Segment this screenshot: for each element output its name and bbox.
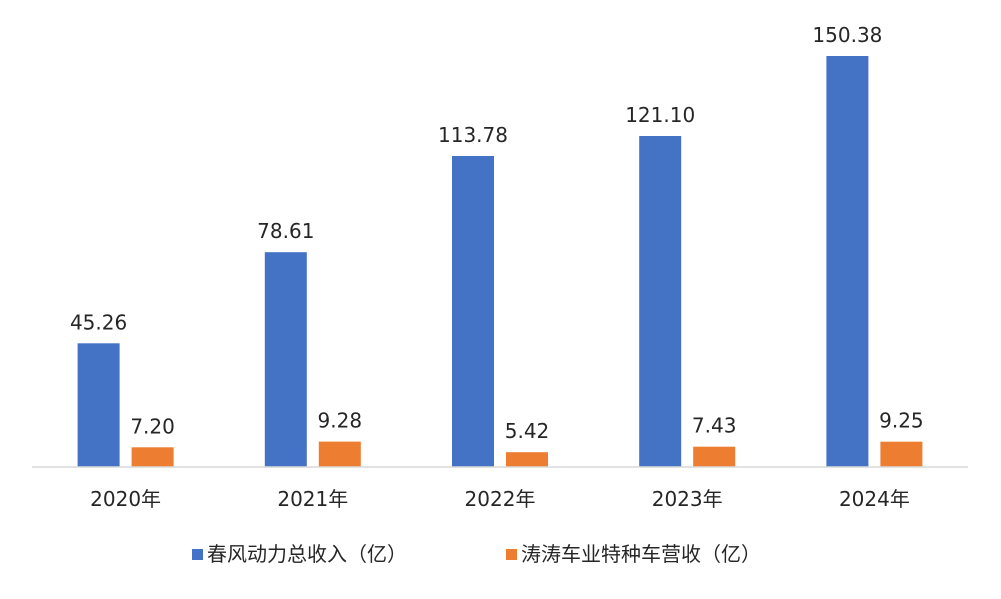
x-tick-label-1: 2020年 — [90, 487, 161, 511]
x-tick-labels: 2020年 2021年 2022年 2023年 2024年 — [90, 487, 910, 511]
data-label-series2-3: 5.42 — [505, 419, 550, 443]
bar-series2-2 — [318, 441, 361, 467]
data-label-series1-3: 113.78 — [438, 123, 508, 147]
bar-series2-1 — [131, 447, 174, 467]
bar-series1-1 — [77, 343, 120, 467]
x-tick-label-4: 2023年 — [652, 487, 723, 511]
data-label-series2-2: 9.28 — [318, 409, 363, 433]
bar-series1-4 — [639, 136, 682, 467]
data-label-series1-2: 78.61 — [257, 219, 314, 243]
bar-series1-3 — [452, 156, 494, 467]
bar-series1-5 — [826, 56, 869, 467]
data-labels-layer: 45.26 7.20 78.61 9.28 113.78 5.42 121.10 7.43 15… — [70, 23, 924, 443]
legend: 春风动力总收入（亿） 涛涛车业特种车营收（亿） — [192, 542, 761, 566]
bars-layer — [77, 56, 923, 467]
data-label-series2-1: 7.20 — [130, 414, 175, 438]
data-label-series1-5: 150.38 — [812, 23, 882, 47]
x-tick-label-3: 2022年 — [465, 487, 536, 511]
legend-label-1: 春风动力总收入（亿） — [207, 542, 407, 566]
bar-series1-2 — [264, 252, 307, 467]
bar-series2-5 — [880, 441, 923, 467]
bar-series2-3 — [506, 452, 548, 467]
legend-label-2: 涛涛车业特种车营收（亿） — [521, 542, 761, 566]
data-label-series2-5: 9.25 — [879, 409, 924, 433]
data-label-series1-4: 121.10 — [625, 103, 695, 127]
legend-swatch-1 — [192, 549, 203, 560]
data-label-series2-4: 7.43 — [692, 414, 737, 438]
x-tick-label-2: 2021年 — [277, 487, 348, 511]
legend-swatch-2 — [506, 549, 517, 560]
data-label-series1-1: 45.26 — [70, 310, 127, 334]
x-tick-label-5: 2024年 — [839, 487, 910, 511]
bar-series2-4 — [693, 446, 736, 467]
